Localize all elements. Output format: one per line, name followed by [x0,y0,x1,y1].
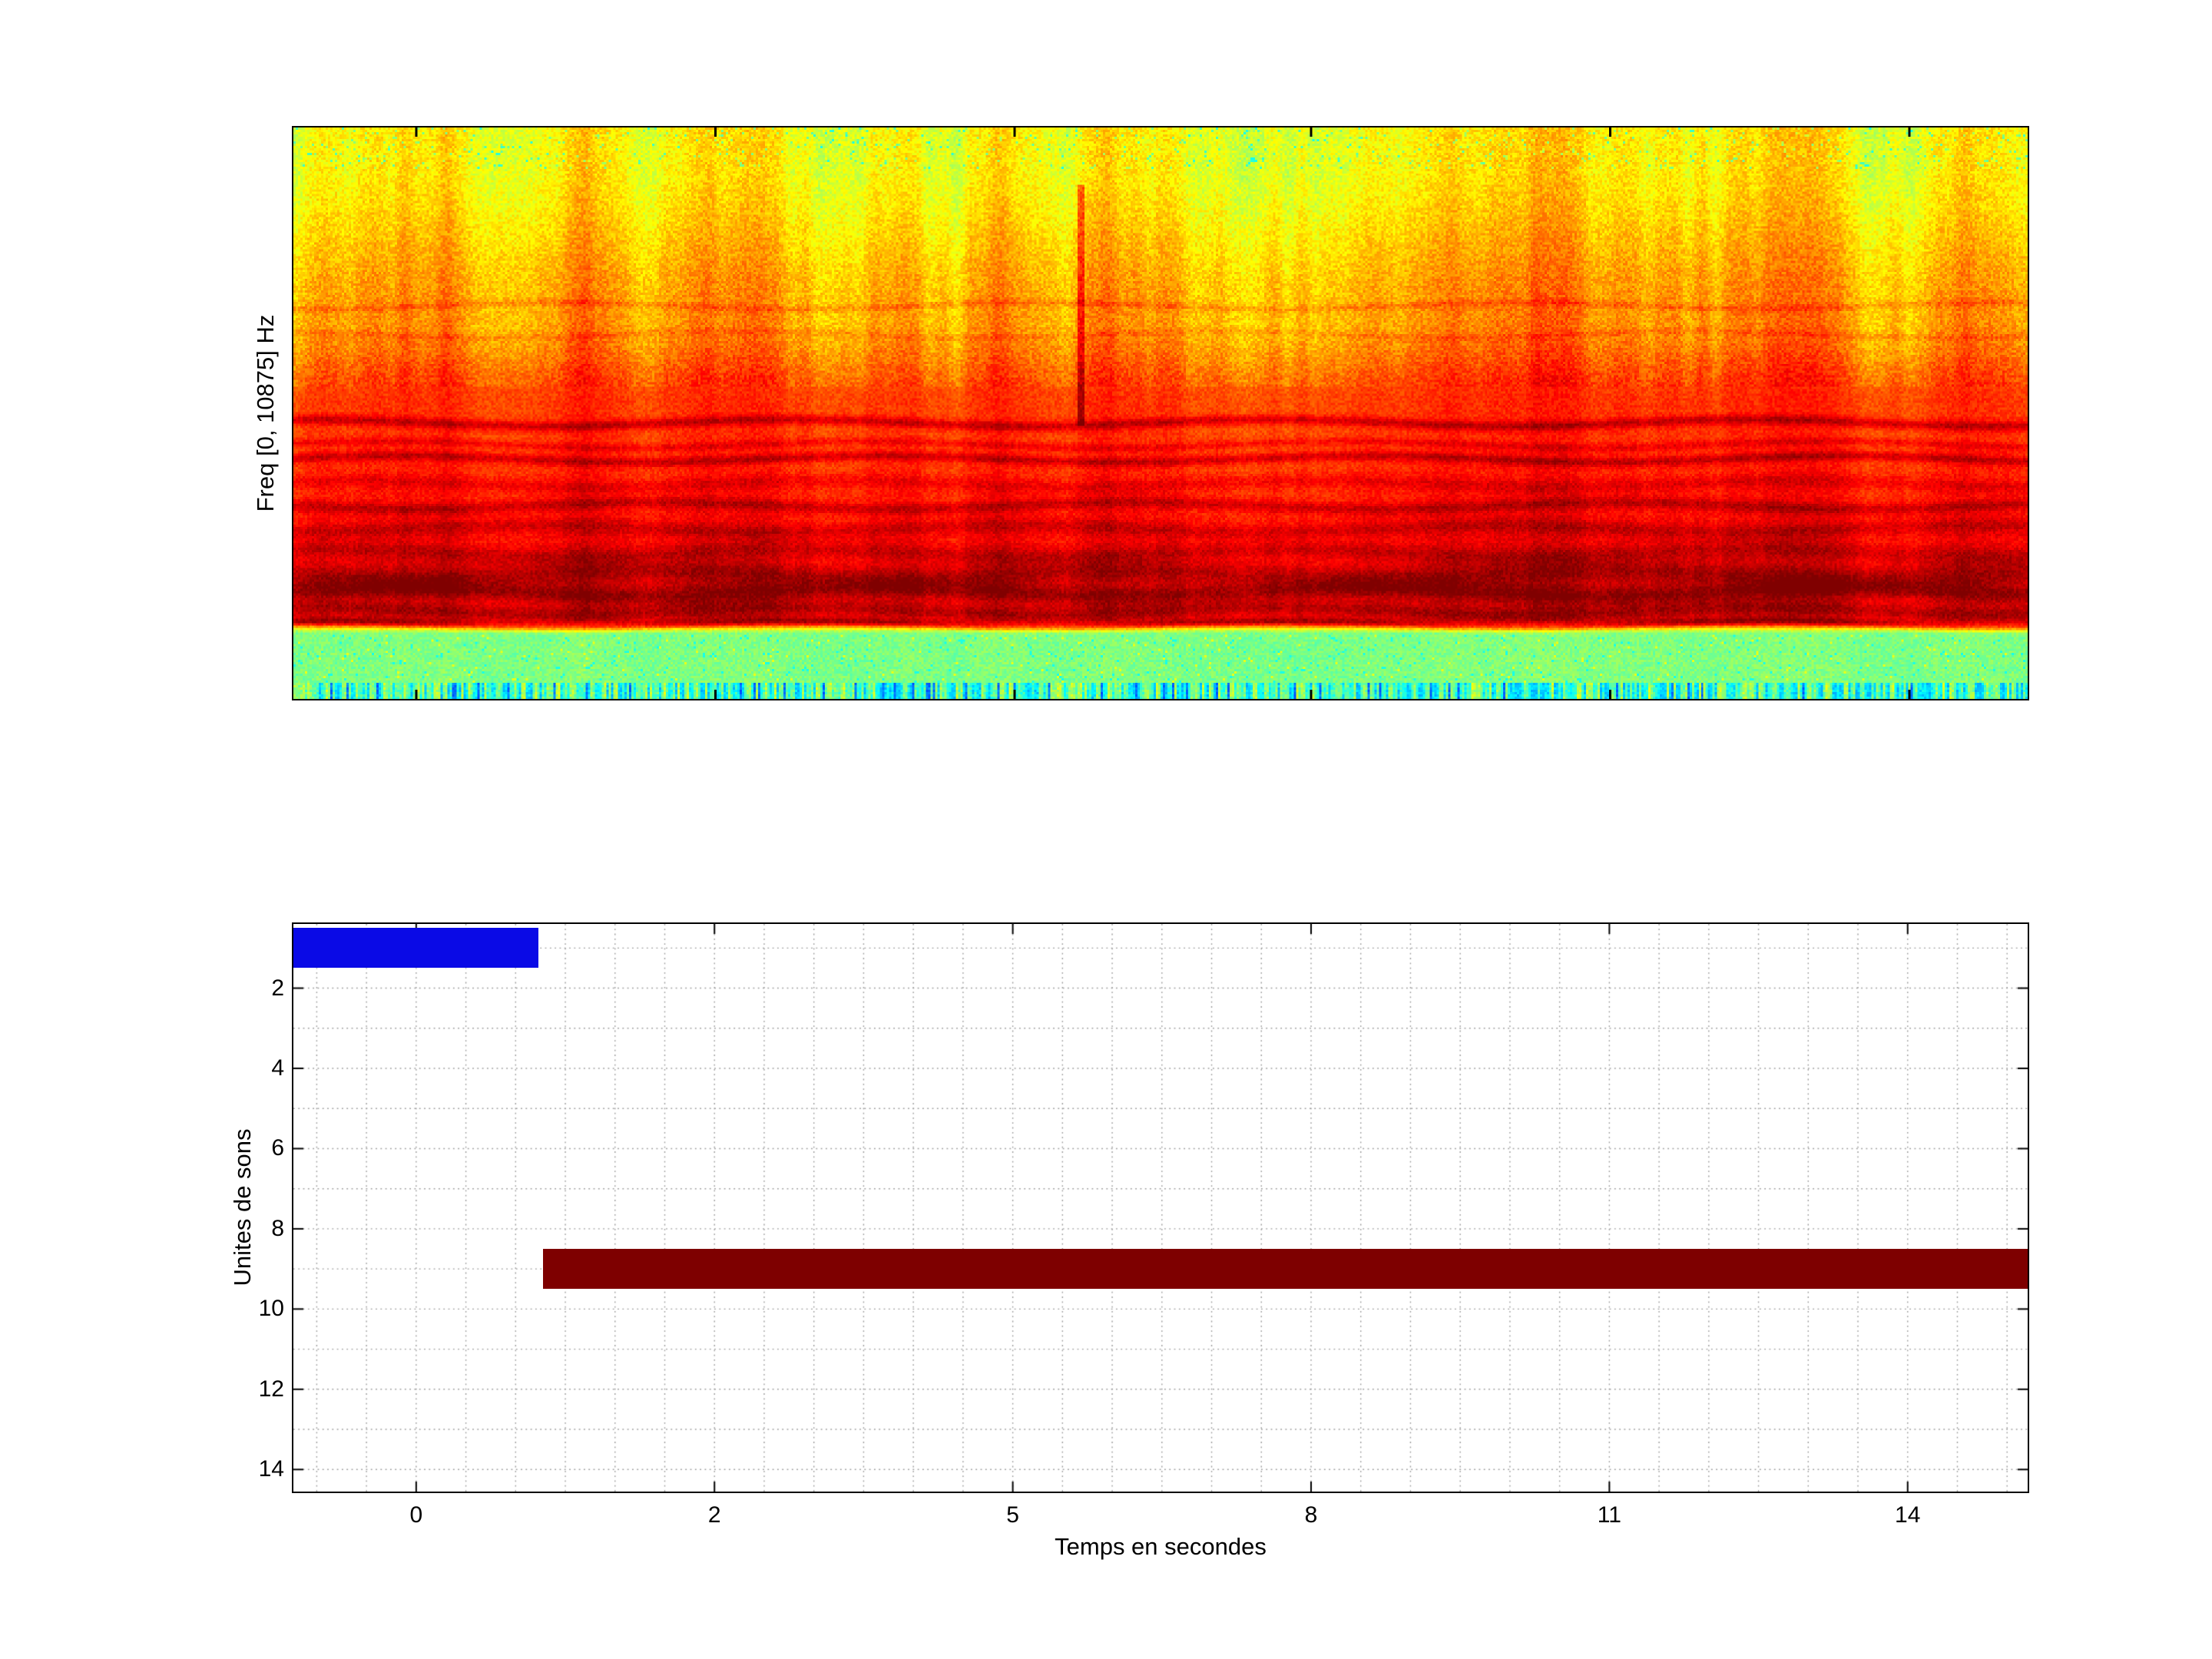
y-tick-label-14: 14 [258,1456,284,1482]
units-axes [292,922,2029,1493]
y-tick-label-4: 4 [271,1055,284,1081]
y-tick-label-6: 6 [271,1135,284,1161]
y-tick-label-12: 12 [258,1376,284,1402]
units-xlabel: Temps en secondes [1055,1533,1267,1560]
x-tick-label-0: 0 [409,1502,423,1528]
x-tick-label-5: 5 [1006,1502,1019,1528]
spectrogram-heatmap [293,127,2028,699]
y-tick-label-8: 8 [271,1215,284,1241]
sound-unit-bar-1 [293,928,539,969]
sound-unit-bar-9 [542,1249,2028,1290]
units-ylabel: Unites de sons [229,1128,256,1286]
x-tick-label-8: 8 [1304,1502,1318,1528]
x-tick-label-2: 2 [707,1502,721,1528]
y-tick-label-10: 10 [258,1296,284,1322]
spectrogram-ylabel: Freq [0, 10875] Hz [252,314,279,512]
spectrogram-axes [292,126,2029,700]
x-tick-label-14: 14 [1895,1502,1921,1528]
x-tick-label-11: 11 [1597,1502,1621,1528]
y-tick-label-2: 2 [271,975,284,1001]
units-grid-canvas [293,924,2028,1492]
